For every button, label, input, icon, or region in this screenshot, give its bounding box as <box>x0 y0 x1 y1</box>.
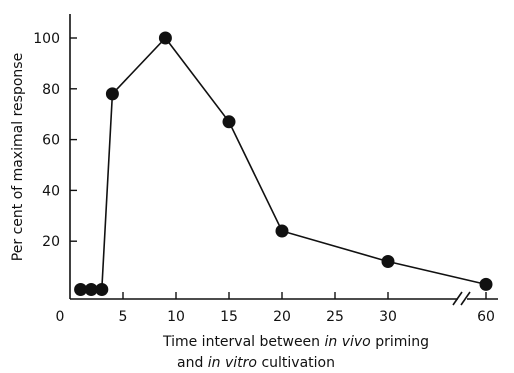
x-tick-label: 25 <box>326 309 344 325</box>
data-point <box>84 283 98 296</box>
series <box>74 31 493 296</box>
data-point <box>105 87 119 101</box>
x-axis-title-line1: Time interval between in vivo priming <box>162 334 429 350</box>
axis-break-mark <box>452 291 463 306</box>
y-tick-label: 60 <box>42 133 60 149</box>
y-tick-label: 80 <box>42 82 60 98</box>
data-point <box>74 283 88 296</box>
y-axis-title: Per cent of maximal response <box>10 53 26 261</box>
x-axis-title-line2: and in vitro cultivation <box>177 355 335 371</box>
x-tick-label: 15 <box>220 309 238 325</box>
ticks <box>70 37 487 299</box>
tick-labels: 20 40 60 80 100 0 5 10 15 20 25 30 60 <box>33 31 495 325</box>
series-line <box>80 36 487 291</box>
x-tick-label: 0 <box>56 309 65 325</box>
data-point <box>95 283 109 296</box>
x-tick-label: 30 <box>379 309 397 325</box>
x-tick-label: 10 <box>167 309 185 325</box>
data-point <box>479 277 493 291</box>
x-tick-label: 60 <box>477 309 495 325</box>
data-point <box>275 224 289 238</box>
y-tick-label: 40 <box>42 183 60 199</box>
data-point <box>158 31 172 45</box>
x-tick-label: 20 <box>273 309 291 325</box>
data-point <box>381 255 395 268</box>
y-tick-label: 100 <box>33 31 60 47</box>
x-tick-label: 5 <box>119 309 128 325</box>
axes <box>69 14 498 306</box>
axis-break-mark <box>460 291 471 306</box>
y-tick-label: 20 <box>42 234 60 250</box>
data-point <box>222 115 236 129</box>
